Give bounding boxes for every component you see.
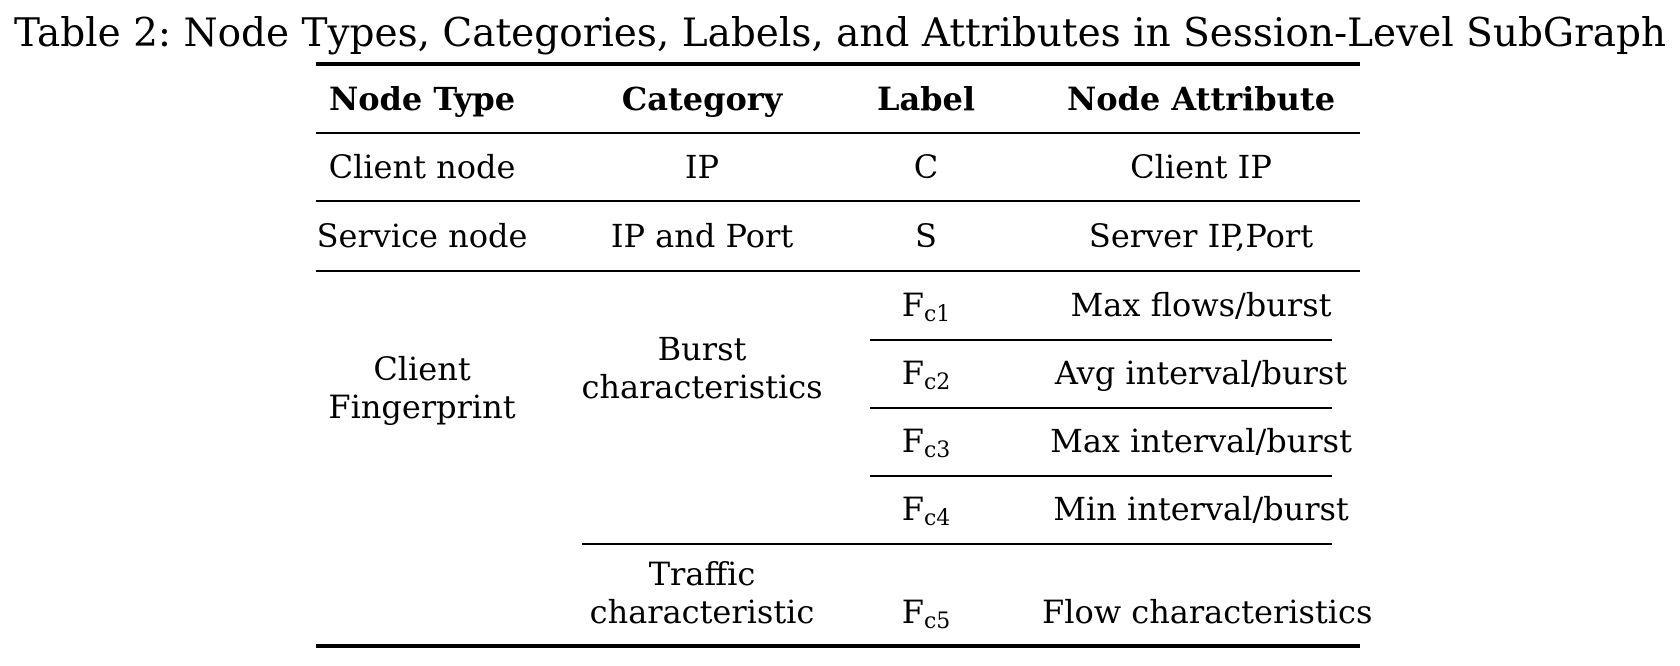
burst-attribute-1: Max flows/burst <box>1070 286 1332 324</box>
row-rule-1 <box>316 200 1360 202</box>
row-service-attribute: Server IP,Port <box>1088 217 1314 255</box>
row-client-label: C <box>913 148 939 186</box>
burst-category-line2: characteristics <box>581 368 823 406</box>
burst-label-3: Fc3 <box>901 422 951 463</box>
burst-rule-2 <box>870 407 1332 409</box>
row-service-label: S <box>915 217 937 255</box>
burst-attribute-2: Avg interval/burst <box>1054 354 1348 392</box>
fingerprint-node-type-line1: Client <box>373 350 471 388</box>
traffic-label: Fc5 <box>901 593 951 634</box>
header-node-type: Node Type <box>328 80 516 118</box>
header-node-attribute: Node Attribute <box>1066 80 1336 118</box>
header-label: Label <box>876 80 976 118</box>
traffic-category-line2: characteristic <box>589 593 815 631</box>
bottom-rule <box>316 644 1360 648</box>
traffic-attribute: Flow characteristics <box>1042 593 1373 631</box>
row-service-node-type: Service node <box>316 217 528 255</box>
node-types-table: Node Type Category Label Node Attribute … <box>316 0 1373 666</box>
burst-label-2: Fc2 <box>901 354 951 395</box>
category-rule <box>582 543 1332 545</box>
row-client-category: IP <box>684 148 720 186</box>
row-client-attribute: Client IP <box>1130 148 1272 186</box>
burst-label-4: Fc4 <box>901 490 951 531</box>
table-caption: Table 2: Node Types, Categories, Labels,… <box>13 11 1667 56</box>
row-client-node-type: Client node <box>328 148 516 186</box>
burst-category-line1: Burst <box>657 330 747 368</box>
row-rule-2 <box>316 270 1360 272</box>
burst-label-1: Fc1 <box>901 286 951 327</box>
burst-rule-1 <box>870 339 1332 341</box>
top-rule <box>316 62 1360 66</box>
header-rule <box>316 132 1360 134</box>
burst-rule-3 <box>870 475 1332 477</box>
fingerprint-node-type-line2: Fingerprint <box>328 388 516 426</box>
burst-attribute-4: Min interval/burst <box>1053 490 1349 528</box>
header-category: Category <box>621 80 783 118</box>
traffic-category-line1: Traffic <box>648 555 756 593</box>
row-service-category: IP and Port <box>610 217 794 255</box>
burst-attribute-3: Max interval/burst <box>1050 422 1352 460</box>
